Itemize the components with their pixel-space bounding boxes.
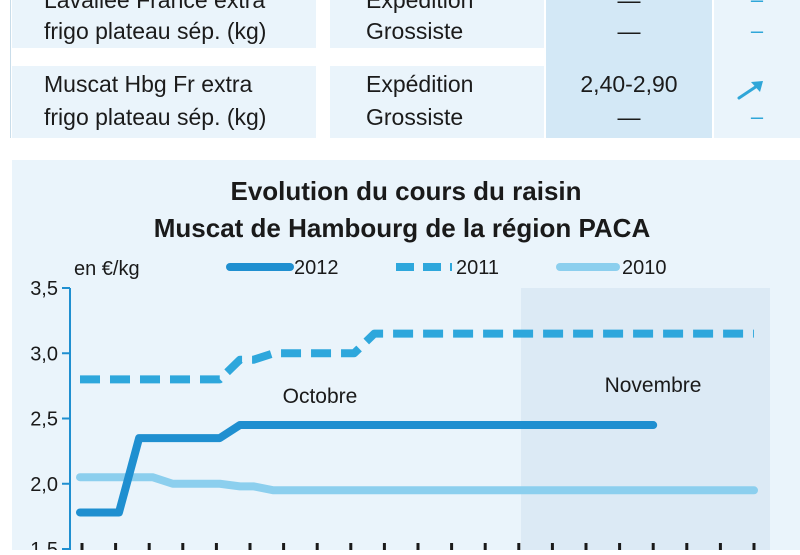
x-ticks	[80, 543, 756, 552]
row-1-trend-line2: –	[750, 18, 764, 43]
y-tick-label: 2,5	[30, 409, 58, 431]
row-1-trend-line1: –	[732, 0, 782, 16]
row-2-product-line2: frigo plateau sép. (kg)	[44, 104, 267, 130]
row-2-price-line1: 2,40-2,90	[580, 71, 678, 97]
row-1-price-line2: —	[617, 18, 641, 44]
chart-title-line2: Muscat de Hambourg de la région PACA	[154, 213, 651, 243]
row-1-price-line1: —	[617, 0, 641, 13]
period-label-novembre: Novembre	[605, 374, 702, 397]
row-2-price-line2: —	[617, 104, 641, 130]
row-1-stage-bg	[330, 0, 544, 48]
price-column-bg	[546, 0, 712, 138]
y-axis-label: en €/kg	[74, 258, 140, 280]
row-1-stage-line2: Grossiste	[366, 18, 464, 44]
row-1-stage-line1: Expédition	[366, 0, 474, 13]
legend: 2012 2011 2010	[226, 257, 667, 279]
series-layer	[76, 329, 758, 517]
y-tick-label: 1,5	[30, 539, 58, 550]
legend-label-2011: 2011	[456, 257, 499, 279]
row-1-product-bg	[12, 0, 316, 48]
row-2-stage-bg	[330, 66, 544, 138]
y-tick-label: 3,5	[30, 278, 58, 300]
row-2-stage-line2: Grossiste	[366, 104, 464, 130]
price-chart: Evolution du cours du raisin Muscat de H…	[30, 176, 770, 555]
period-label-octobre: Octobre	[283, 385, 358, 408]
row-2-stage-line1: Expédition	[366, 71, 474, 97]
legend-label-2010: 2010	[622, 257, 667, 279]
table-left-border	[10, 0, 11, 138]
row-2-product-line1: Muscat Hbg Fr extra	[44, 71, 253, 97]
y-ticks: 3,5 3,0 2,5 2,0 1,5	[30, 278, 70, 555]
series-line-2011	[80, 329, 754, 384]
row-2-product-bg	[12, 66, 316, 138]
chart-panel: Evolution du cours du raisin Muscat de H…	[12, 160, 800, 555]
price-table: Lavallée France extra frigo plateau sép.…	[0, 0, 800, 140]
up-arrow-icon	[737, 81, 763, 100]
row-1-product-line2: frigo plateau sép. (kg)	[44, 18, 267, 44]
y-tick-label: 2,0	[30, 474, 58, 496]
trend-column-bg	[714, 0, 800, 138]
november-shade	[521, 288, 770, 550]
y-tick-label: 3,0	[30, 343, 58, 365]
series-line-2010	[76, 473, 758, 495]
legend-label-2012: 2012	[294, 257, 339, 279]
chart-title-line1: Evolution du cours du raisin	[230, 176, 581, 206]
row-2-trend-line2: –	[750, 104, 764, 129]
row-1-product-line1: Lavallée France extra	[44, 0, 266, 13]
series-line-2012	[76, 421, 658, 517]
